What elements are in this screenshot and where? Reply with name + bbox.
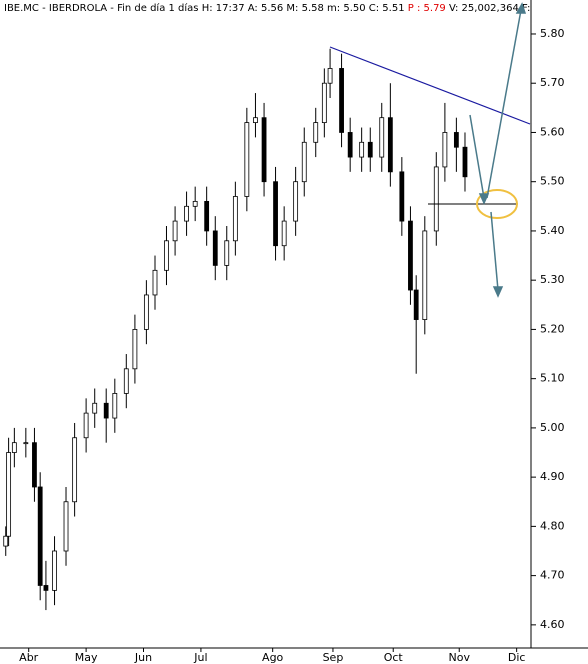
candle-body [232, 196, 238, 242]
x-tick-label: Dic [508, 651, 526, 664]
title-main: IBE.MC - IBERDROLA - Fin de día 1 días H… [4, 2, 405, 14]
candle-body [37, 486, 43, 586]
candle-body [347, 132, 353, 158]
candle-body [204, 200, 210, 232]
candle-body [152, 269, 158, 296]
arrow-head [478, 193, 490, 205]
x-tick-label: Sep [323, 651, 344, 664]
x-tick-label: Nov [449, 651, 471, 664]
candle-body [172, 220, 178, 242]
candle-body [408, 220, 413, 291]
y-tick-label: 5.20 [540, 322, 565, 335]
candle-body [224, 240, 230, 266]
candle-body [273, 181, 278, 247]
arrow [469, 114, 485, 199]
plot: 4.60 4.70 4.80 4.90 5.00 5.10 5.20 5.30 5.40 5.50… [3, 27, 565, 664]
candle-body [413, 289, 419, 320]
chart-title: IBE.MC - IBERDROLA - Fin de día 1 días H… [4, 2, 530, 14]
candle-body [83, 412, 89, 439]
candle-body [321, 82, 327, 124]
x-tick-label: Abr [19, 651, 39, 664]
y-tick-label: 5.30 [540, 273, 565, 286]
y-tick-label: 4.90 [540, 470, 565, 483]
candle-body [367, 141, 373, 158]
x-tick-label: Ago [262, 651, 284, 664]
candle-body [387, 117, 393, 173]
candle-body [23, 442, 29, 445]
y-tick-label: 5.00 [540, 421, 565, 434]
candle-body [442, 132, 448, 168]
candle-body [112, 393, 118, 419]
candle-body [327, 68, 333, 84]
y-tick-label: 5.50 [540, 175, 565, 188]
x-tick-label: May [75, 651, 98, 664]
candle-body [3, 535, 9, 547]
candle-body [212, 230, 218, 266]
candle-body [192, 200, 198, 207]
candle-body [313, 122, 319, 143]
candle-body [92, 402, 98, 414]
candle-body [422, 230, 428, 320]
candle-body [72, 437, 78, 503]
arrow-head [492, 286, 504, 298]
y-tick-label: 4.60 [540, 618, 565, 631]
candle-body [293, 181, 299, 222]
candle-body [43, 585, 49, 591]
title-tail: V: 25,002,364 F: [449, 3, 530, 14]
candle-body [379, 117, 385, 158]
candle-body [123, 368, 129, 394]
x-tick-label: Jul [193, 651, 207, 664]
candle-body [253, 117, 258, 124]
candle-body [339, 68, 344, 133]
candle-body [244, 122, 250, 197]
highlight-ellipse [476, 189, 518, 219]
y-tick-label: 4.70 [540, 569, 565, 582]
y-tick-label: 5.60 [540, 125, 565, 138]
candle-body [11, 442, 17, 453]
candle-body [143, 294, 149, 330]
candle-body [453, 132, 459, 148]
candle-body [462, 146, 468, 178]
candle-body [281, 220, 287, 247]
candle-body [6, 452, 12, 537]
candle-body [433, 166, 439, 232]
candle-body [359, 141, 365, 158]
trend-line [329, 46, 531, 125]
arrow [486, 9, 522, 199]
candle-body [32, 442, 37, 488]
candle-body [63, 501, 69, 552]
arrows [469, 2, 527, 298]
y-tick-label: 5.80 [540, 27, 565, 40]
candle-body [261, 117, 267, 183]
arrow-head [515, 2, 527, 14]
candle-body [301, 141, 307, 183]
candle-body [52, 550, 57, 591]
x-tick-label: Oct [384, 651, 404, 664]
y-tick-label: 5.40 [540, 224, 565, 237]
candle-body [399, 171, 405, 222]
y-tick-label: 5.70 [540, 76, 565, 89]
y-tick-label: 4.80 [540, 519, 565, 532]
arrow [490, 211, 499, 291]
candle-body [132, 329, 138, 370]
title-highlight: P : 5.79 [408, 3, 446, 14]
candle-body [164, 240, 169, 271]
candle-body [103, 402, 109, 419]
candle-body [184, 205, 189, 222]
y-tick-label: 5.10 [540, 372, 565, 385]
x-tick-label: Jun [134, 651, 152, 664]
